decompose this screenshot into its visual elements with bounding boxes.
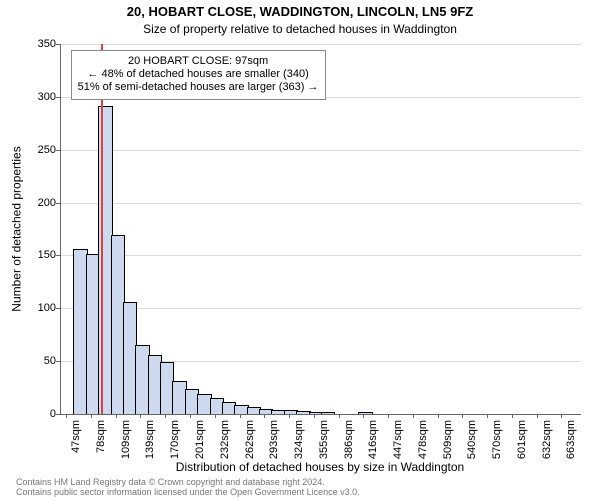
x-tick-label: 355sqm xyxy=(318,420,330,459)
y-tick-mark xyxy=(56,414,60,415)
gridline xyxy=(61,150,581,151)
x-tick-mark xyxy=(165,414,166,418)
histogram-bar xyxy=(358,412,372,414)
y-tick-mark xyxy=(56,361,60,362)
y-axis-label: Number of detached properties xyxy=(10,44,24,414)
x-tick-label: 540sqm xyxy=(466,420,478,459)
chart-title-main: 20, HOBART CLOSE, WADDINGTON, LINCOLN, L… xyxy=(0,4,600,19)
x-tick-label: 109sqm xyxy=(120,420,132,459)
callout-line-3: 51% of semi-detached houses are larger (… xyxy=(78,81,319,94)
x-tick-label: 47sqm xyxy=(70,420,82,453)
x-tick-mark xyxy=(561,414,562,418)
x-tick-mark xyxy=(289,414,290,418)
x-tick-mark xyxy=(363,414,364,418)
x-tick-mark xyxy=(438,414,439,418)
x-tick-label: 478sqm xyxy=(417,420,429,459)
footer-line-2: Contains public sector information licen… xyxy=(16,488,360,498)
y-tick-label: 100 xyxy=(30,302,56,314)
gridline xyxy=(61,308,581,309)
x-tick-mark xyxy=(91,414,92,418)
x-tick-label: 386sqm xyxy=(343,420,355,459)
x-tick-label: 663sqm xyxy=(565,420,577,459)
callout-line-1: 20 HOBART CLOSE: 97sqm xyxy=(78,55,319,68)
y-tick-label: 200 xyxy=(30,197,56,209)
y-tick-mark xyxy=(56,255,60,256)
x-tick-mark xyxy=(314,414,315,418)
callout-line-2: ← 48% of detached houses are smaller (34… xyxy=(78,68,319,81)
x-tick-label: 416sqm xyxy=(367,420,379,459)
x-tick-mark xyxy=(116,414,117,418)
gridline xyxy=(61,44,581,45)
x-tick-mark xyxy=(215,414,216,418)
y-tick-label: 50 xyxy=(30,355,56,367)
y-tick-label: 0 xyxy=(30,408,56,420)
y-tick-mark xyxy=(56,97,60,98)
x-axis-label: Distribution of detached houses by size … xyxy=(60,460,580,474)
x-tick-label: 509sqm xyxy=(442,420,454,459)
callout-box: 20 HOBART CLOSE: 97sqm← 48% of detached … xyxy=(71,50,326,100)
footer-attribution: Contains HM Land Registry data © Crown c… xyxy=(16,478,360,498)
x-tick-mark xyxy=(487,414,488,418)
y-tick-mark xyxy=(56,44,60,45)
x-tick-mark xyxy=(140,414,141,418)
x-tick-label: 447sqm xyxy=(392,420,404,459)
chart-title-sub: Size of property relative to detached ho… xyxy=(0,22,600,36)
x-tick-label: 293sqm xyxy=(268,420,280,459)
x-tick-label: 139sqm xyxy=(144,420,156,459)
plot-area: 20 HOBART CLOSE: 97sqm← 48% of detached … xyxy=(60,44,581,415)
x-tick-label: 601sqm xyxy=(516,420,528,459)
gridline xyxy=(61,203,581,204)
x-tick-mark xyxy=(240,414,241,418)
y-axis-label-text: Number of detached properties xyxy=(10,146,24,311)
y-tick-label: 250 xyxy=(30,144,56,156)
x-tick-label: 201sqm xyxy=(194,420,206,459)
x-tick-mark xyxy=(190,414,191,418)
x-tick-mark xyxy=(512,414,513,418)
y-tick-mark xyxy=(56,150,60,151)
y-tick-label: 350 xyxy=(30,38,56,50)
y-tick-mark xyxy=(56,308,60,309)
x-tick-mark xyxy=(339,414,340,418)
gridline xyxy=(61,255,581,256)
x-tick-mark xyxy=(388,414,389,418)
x-tick-label: 324sqm xyxy=(293,420,305,459)
x-tick-label: 232sqm xyxy=(219,420,231,459)
x-tick-mark xyxy=(537,414,538,418)
x-tick-mark xyxy=(462,414,463,418)
x-tick-label: 170sqm xyxy=(169,420,181,459)
x-tick-mark xyxy=(264,414,265,418)
chart-container: 20, HOBART CLOSE, WADDINGTON, LINCOLN, L… xyxy=(0,0,600,500)
y-tick-mark xyxy=(56,203,60,204)
x-tick-label: 262sqm xyxy=(244,420,256,459)
y-tick-label: 150 xyxy=(30,249,56,261)
x-tick-label: 78sqm xyxy=(95,420,107,453)
x-tick-mark xyxy=(66,414,67,418)
histogram-bar xyxy=(321,412,335,414)
x-tick-mark xyxy=(413,414,414,418)
x-tick-label: 632sqm xyxy=(541,420,553,459)
x-tick-label: 570sqm xyxy=(491,420,503,459)
y-tick-label: 300 xyxy=(30,91,56,103)
